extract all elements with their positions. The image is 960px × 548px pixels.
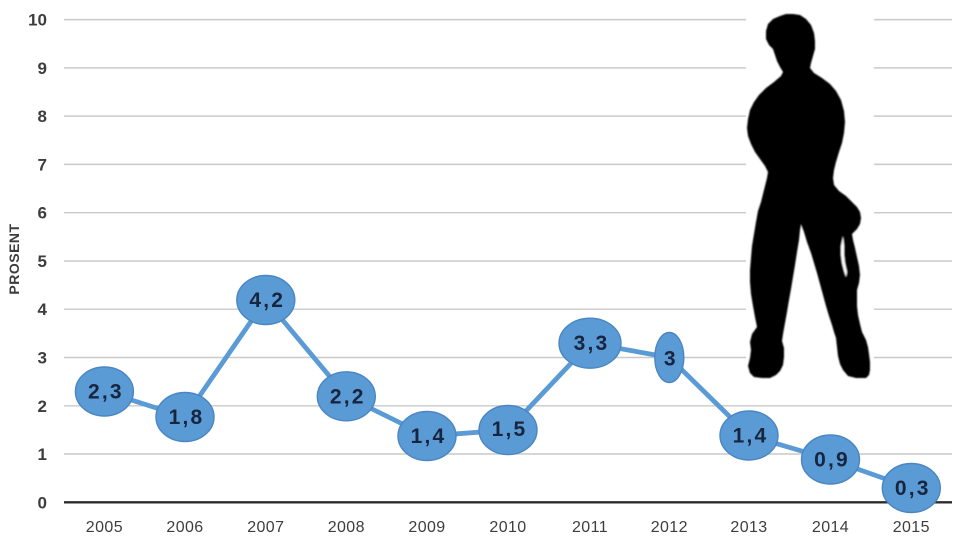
svg-text:1: 1 <box>38 445 47 464</box>
svg-text:4,2: 4,2 <box>249 289 285 312</box>
svg-text:9: 9 <box>38 59 47 78</box>
svg-text:2015: 2015 <box>893 519 930 536</box>
svg-text:0,3: 0,3 <box>895 477 931 500</box>
svg-text:2013: 2013 <box>730 519 767 536</box>
svg-text:2007: 2007 <box>247 519 284 536</box>
svg-text:8: 8 <box>38 107 47 126</box>
svg-text:3: 3 <box>664 348 678 371</box>
svg-text:1,4: 1,4 <box>733 425 769 448</box>
svg-text:1,8: 1,8 <box>169 406 205 429</box>
svg-text:3: 3 <box>38 349 47 368</box>
svg-text:2009: 2009 <box>408 519 445 536</box>
svg-text:2012: 2012 <box>651 519 688 536</box>
svg-text:0: 0 <box>38 493 47 512</box>
svg-text:2006: 2006 <box>166 519 203 536</box>
svg-text:2,3: 2,3 <box>88 381 124 404</box>
svg-text:2: 2 <box>38 397 47 416</box>
svg-text:10: 10 <box>28 11 47 30</box>
svg-text:2005: 2005 <box>86 519 123 536</box>
svg-text:3,3: 3,3 <box>574 332 610 355</box>
svg-text:2014: 2014 <box>812 519 849 536</box>
svg-text:6: 6 <box>38 204 47 223</box>
svg-text:1,4: 1,4 <box>411 425 447 448</box>
svg-text:7: 7 <box>38 155 47 174</box>
svg-text:2010: 2010 <box>489 519 526 536</box>
svg-text:4: 4 <box>38 300 48 319</box>
svg-text:2,2: 2,2 <box>330 385 366 408</box>
svg-text:PROSENT: PROSENT <box>6 223 22 294</box>
svg-text:1,5: 1,5 <box>492 418 528 441</box>
svg-text:2011: 2011 <box>572 519 608 536</box>
svg-text:2008: 2008 <box>328 519 365 536</box>
svg-text:0,9: 0,9 <box>814 449 850 472</box>
svg-text:5: 5 <box>38 252 47 271</box>
